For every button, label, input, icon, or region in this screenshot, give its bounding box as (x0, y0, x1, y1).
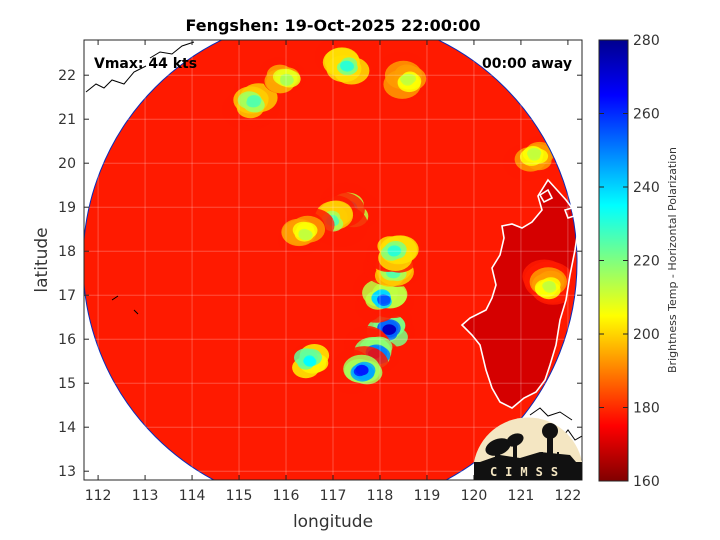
x-tick-label: 117 (320, 488, 347, 504)
colorbar-ticks: 160 180 200 220 240 260 280 (599, 33, 660, 490)
y-axis-label: latitude (32, 227, 52, 292)
x-tick-label: 115 (226, 488, 253, 504)
y-tick-label: 22 (58, 68, 76, 84)
y-tick-label: 16 (58, 332, 76, 348)
grid-lines (84, 40, 582, 480)
swath-edge (84, 40, 578, 480)
cloud-feature-15 (542, 281, 554, 291)
cloud-feature-12 (340, 61, 352, 70)
colorbar-tick-label: 160 (633, 474, 660, 490)
y-tick-label: 20 (58, 156, 76, 172)
colorbar-tick-label: 200 (633, 327, 660, 343)
y-tick-label: 21 (58, 112, 76, 128)
colorbar-tick-label: 220 (633, 254, 660, 270)
x-tick-label: 118 (367, 488, 394, 504)
y-tick-label: 18 (58, 244, 76, 260)
x-tick-label: 120 (461, 488, 488, 504)
x-tick-label: 116 (273, 488, 300, 504)
luzon-coastline (460, 178, 579, 409)
cloud-feature-11 (280, 75, 294, 86)
y-tick-label: 15 (58, 376, 76, 392)
x-axis: 112 113 114 115 116 117 118 119 120 121 122 (85, 40, 582, 504)
colorbar-tick-label: 260 (633, 107, 660, 123)
cloud-feature-3 (356, 366, 369, 376)
y-tick-label: 14 (58, 420, 76, 436)
cloud-feature-13 (401, 73, 414, 84)
cloud-feature-5 (387, 246, 401, 257)
y-tick-label: 13 (58, 464, 76, 480)
islet-coastline (563, 207, 575, 220)
coastline-fragment (571, 321, 582, 331)
cloud-feature-14 (527, 148, 541, 159)
cloud-feature-9 (304, 357, 317, 367)
y-tick-label: 19 (58, 200, 76, 216)
x-tick-label: 121 (508, 488, 535, 504)
islet-coastline (538, 188, 554, 204)
colorbar-label: Brightness Temp - Horizontal Polarizatio… (666, 147, 679, 373)
x-tick-label: 122 (555, 488, 582, 504)
coastlines (460, 178, 582, 409)
y-tick-label: 17 (58, 288, 76, 304)
y-axis: 13 14 15 16 17 18 19 20 21 22 (58, 68, 582, 480)
cloud-feature-0 (382, 324, 396, 335)
x-tick-label: 114 (179, 488, 206, 504)
time-away-label: 00:00 away (482, 56, 572, 72)
map-title: Fengshen: 19-Oct-2025 22:00:00 (185, 16, 480, 35)
x-tick-label: 113 (132, 488, 159, 504)
cimss-logo: CIMSS (474, 417, 582, 480)
colorbar-tick-label: 180 (633, 401, 660, 417)
colorbar-tick-label: 280 (633, 33, 660, 49)
brightness-temperature-swath (84, 40, 577, 480)
cloud-feature-8 (298, 230, 311, 240)
logo-text: CIMSS (490, 465, 566, 479)
x-tick-label: 119 (414, 488, 441, 504)
cloud-feature-10 (248, 95, 262, 106)
colorbar-tick-label: 240 (633, 180, 660, 196)
cloud-feature-2 (377, 296, 391, 306)
x-axis-label: longitude (293, 512, 373, 532)
x-tick-label: 112 (85, 488, 112, 504)
vmax-label: Vmax: 44 kts (94, 56, 197, 72)
